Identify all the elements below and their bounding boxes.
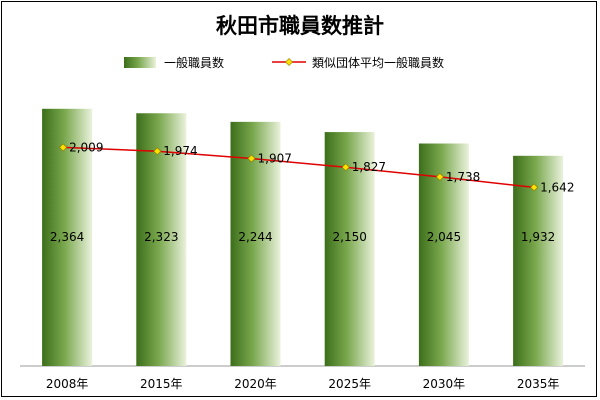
line-marker-0 <box>59 143 68 152</box>
line-value-label-0: 2,009 <box>69 140 103 154</box>
x-tick-label-4: 2030年 <box>423 377 466 391</box>
bar-5 <box>513 155 564 366</box>
legend-bar-label: 一般職員数 <box>164 55 224 70</box>
bar-value-label-2: 2,244 <box>238 230 272 244</box>
x-tick-label-1: 2015年 <box>140 377 183 391</box>
line-series-path <box>63 146 535 189</box>
line-marker-3 <box>341 163 350 172</box>
bar-labels-group: 2,364 2,323 2,244 2,150 2,045 1,932 <box>50 230 555 244</box>
bars-group <box>42 108 564 366</box>
line-value-label-4: 1,738 <box>446 170 480 184</box>
legend-line-marker <box>285 58 293 66</box>
line-value-label-5: 1,642 <box>540 180 574 194</box>
x-tick-label-2: 2020年 <box>234 377 277 391</box>
line-marker-1 <box>153 147 162 156</box>
bar-value-label-0: 2,364 <box>50 230 84 244</box>
x-tick-label-3: 2025年 <box>328 377 371 391</box>
bar-2 <box>230 121 281 366</box>
line-marker-4 <box>435 172 444 181</box>
line-marker-2 <box>247 154 256 163</box>
bar-0 <box>42 108 93 366</box>
x-tick-label-5: 2035年 <box>517 377 560 391</box>
line-value-label-2: 1,907 <box>258 152 292 166</box>
bar-4 <box>418 143 469 366</box>
bar-value-label-5: 1,932 <box>521 230 555 244</box>
bar-value-label-1: 2,323 <box>144 230 178 244</box>
line-value-label-3: 1,827 <box>352 160 386 174</box>
line-value-label-1: 1,974 <box>163 144 197 158</box>
legend-line-label: 類似団体平均一般職員数 <box>312 55 444 70</box>
bar-1 <box>136 113 187 366</box>
line-series-group: 2,009 1,974 1,907 1,827 1,738 1,642 <box>59 140 574 194</box>
chart-title: 秋田市職員数推計 <box>216 14 384 38</box>
legend: 一般職員数 類似団体平均一般職員数 <box>124 55 444 70</box>
legend-bar-swatch <box>124 57 156 68</box>
x-tick-labels-group: 2008年 2015年 2020年 2025年 2030年 2035年 <box>46 377 560 391</box>
bar-value-label-3: 2,150 <box>333 230 367 244</box>
bar-value-label-4: 2,045 <box>427 230 461 244</box>
line-marker-5 <box>530 183 539 192</box>
bar-3 <box>324 132 375 366</box>
x-tick-label-0: 2008年 <box>46 377 89 391</box>
